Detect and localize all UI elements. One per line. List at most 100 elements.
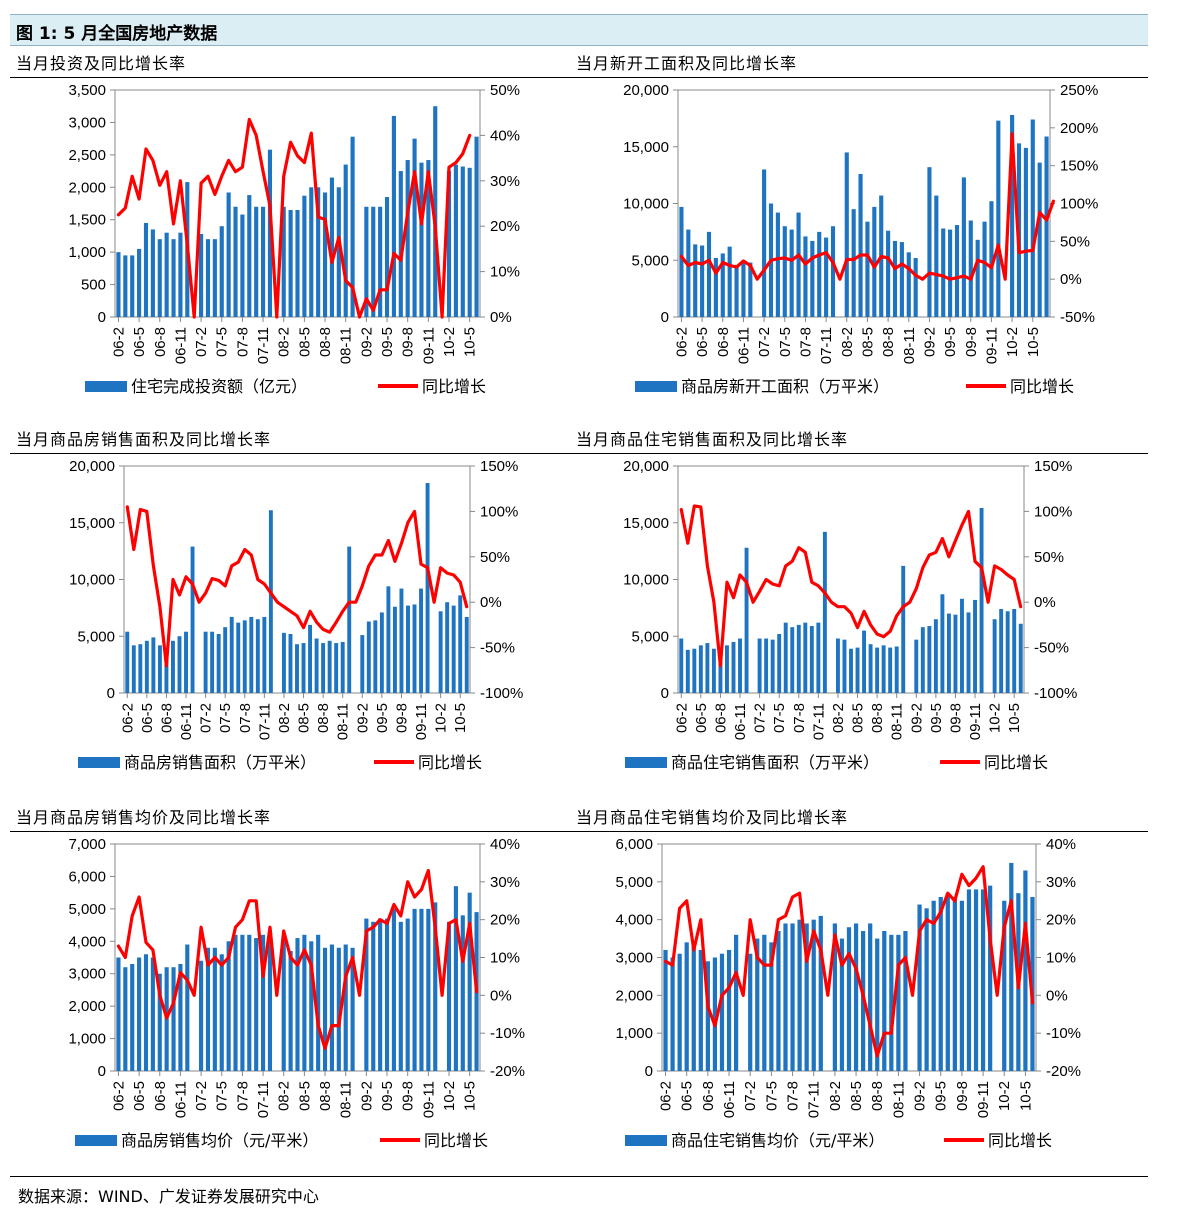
bar bbox=[934, 195, 939, 317]
x-axis-label: 06-11 bbox=[178, 703, 195, 740]
bar bbox=[685, 649, 690, 693]
x-axis-label: 09-2 bbox=[908, 703, 925, 733]
bar bbox=[116, 957, 121, 1071]
bar bbox=[350, 136, 355, 317]
bar bbox=[948, 229, 953, 317]
right-axis-label: -10% bbox=[490, 1025, 525, 1042]
bar bbox=[853, 923, 859, 1071]
panel-divider bbox=[570, 453, 1148, 454]
bar bbox=[865, 221, 870, 317]
bar bbox=[1030, 119, 1035, 317]
bar bbox=[953, 614, 958, 693]
x-axis-label: 08-5 bbox=[859, 327, 876, 357]
bar bbox=[719, 953, 725, 1071]
bar bbox=[968, 220, 973, 317]
x-axis-label: 09-11 bbox=[967, 703, 984, 740]
bar bbox=[143, 954, 149, 1071]
legend-bar-label: 商品住宅销售均价（元/平米） bbox=[671, 1131, 884, 1150]
right-axis-label: -50% bbox=[1060, 309, 1095, 326]
bar bbox=[783, 923, 788, 1071]
bar bbox=[412, 138, 417, 317]
bar bbox=[240, 934, 245, 1071]
x-axis-label: 06-8 bbox=[712, 703, 729, 733]
chart-residential-sales-price: 0 1,000 2,000 3,000 4,000 5,000 6,000 -20% -10% 0… bbox=[615, 836, 1081, 1150]
x-axis-label: 07-8 bbox=[234, 1081, 251, 1111]
x-axis-label: 09-8 bbox=[947, 703, 964, 733]
bar bbox=[762, 934, 767, 1071]
bar bbox=[698, 645, 703, 693]
x-axis-label: 09-5 bbox=[379, 1081, 396, 1111]
bar bbox=[903, 931, 908, 1071]
bar bbox=[868, 644, 873, 693]
left-axis-label: 20,000 bbox=[623, 82, 669, 99]
bar bbox=[734, 264, 739, 317]
bar bbox=[941, 228, 946, 317]
left-axis-label: 20,000 bbox=[623, 458, 669, 475]
bar bbox=[875, 647, 880, 693]
left-axis-label: 0 bbox=[661, 685, 669, 702]
x-axis-label: 10-5 bbox=[452, 703, 469, 733]
bar bbox=[700, 245, 705, 317]
right-axis-label: 30% bbox=[490, 173, 520, 190]
x-axis-label: 06-2 bbox=[673, 703, 690, 733]
bar bbox=[329, 177, 334, 317]
right-axis-label: 10% bbox=[1046, 950, 1076, 967]
x-axis-label: 08-8 bbox=[869, 1081, 886, 1111]
bar bbox=[914, 639, 919, 693]
bar bbox=[178, 232, 183, 317]
bar bbox=[309, 187, 314, 317]
right-axis-label: 150% bbox=[1034, 458, 1072, 475]
x-axis-label: 06-11 bbox=[732, 703, 749, 740]
chart-residential-sales-area: 0 5,000 10,000 15,000 20,000 -100% -50% 0% 50% 10… bbox=[623, 458, 1077, 772]
right-axis-label: -50% bbox=[1034, 640, 1069, 657]
x-axis-label: 07-2 bbox=[193, 1081, 210, 1111]
bar bbox=[757, 638, 762, 693]
legend-bar-label: 商品房销售面积（万平米） bbox=[124, 753, 316, 772]
bar bbox=[720, 253, 725, 317]
bar bbox=[725, 645, 729, 693]
bar bbox=[777, 633, 782, 693]
x-axis-label: 08-2 bbox=[830, 703, 847, 733]
panel-divider bbox=[10, 77, 570, 78]
left-axis-label: 5,000 bbox=[631, 628, 669, 645]
bar bbox=[693, 244, 698, 317]
left-axis-label: 5,000 bbox=[615, 874, 653, 891]
x-axis-label: 06-5 bbox=[139, 703, 156, 733]
x-axis-label: 07-11 bbox=[256, 703, 273, 740]
bar bbox=[894, 646, 899, 693]
bar bbox=[288, 633, 293, 693]
legend-bar-label: 住宅完成投资额（亿元） bbox=[131, 377, 307, 396]
bar bbox=[975, 239, 980, 317]
x-axis-label: 08-5 bbox=[296, 327, 313, 357]
x-axis-label: 09-11 bbox=[975, 1081, 992, 1118]
x-axis-label: 08-2 bbox=[276, 1081, 293, 1111]
bar bbox=[219, 226, 224, 317]
legend-line-label: 同比增长 bbox=[422, 377, 486, 396]
bar bbox=[835, 638, 840, 693]
bar bbox=[233, 206, 238, 317]
left-axis-label: 10,000 bbox=[69, 572, 115, 589]
x-axis-label: 08-11 bbox=[338, 1081, 355, 1118]
chart-title: 当月商品住宅销售面积及同比增长率 bbox=[576, 430, 849, 449]
bar bbox=[830, 226, 836, 317]
bar bbox=[350, 947, 355, 1071]
bar bbox=[143, 222, 149, 317]
right-axis-label: 250% bbox=[1060, 82, 1098, 99]
right-axis-label: 0% bbox=[1060, 271, 1082, 288]
bar bbox=[1030, 896, 1035, 1071]
right-axis-label: 40% bbox=[1046, 836, 1076, 853]
bar bbox=[988, 885, 993, 1071]
bar bbox=[770, 639, 775, 693]
bar bbox=[360, 635, 365, 693]
x-axis-label: 07-8 bbox=[797, 327, 814, 357]
bar bbox=[371, 921, 376, 1071]
bar bbox=[917, 904, 922, 1071]
bar bbox=[116, 252, 121, 317]
x-axis-label: 07-2 bbox=[756, 327, 773, 357]
x-axis-label: 10-5 bbox=[1017, 1081, 1034, 1111]
x-axis-label: 08-8 bbox=[315, 703, 332, 733]
right-axis-label: 10% bbox=[490, 264, 520, 281]
x-axis-label: 08-2 bbox=[827, 1081, 844, 1111]
x-axis-label: 09-5 bbox=[374, 703, 391, 733]
bar bbox=[858, 173, 863, 317]
